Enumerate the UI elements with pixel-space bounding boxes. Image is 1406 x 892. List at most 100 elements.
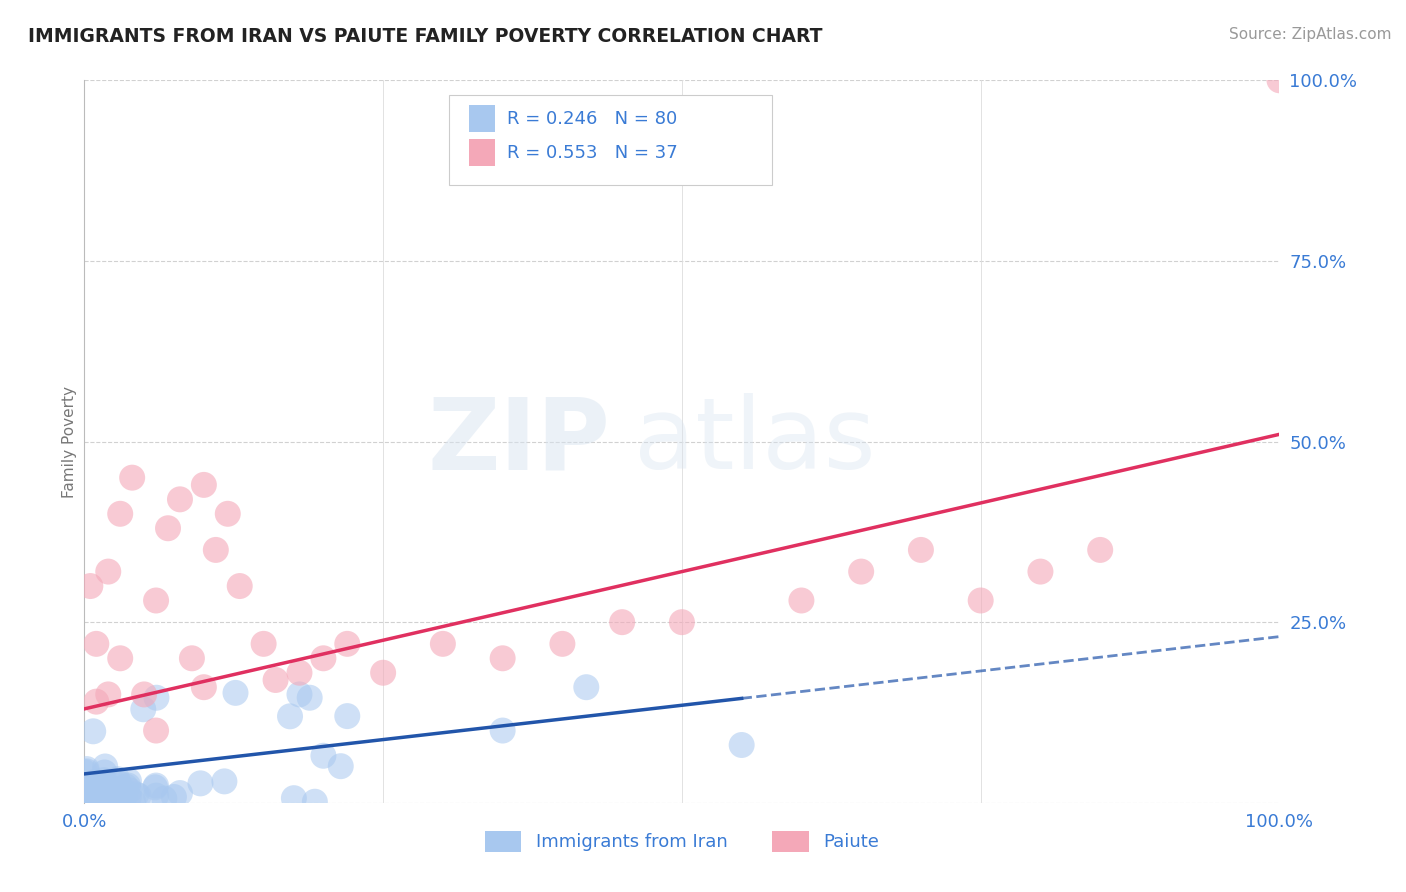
Point: [82, 724, 104, 739]
Point: [79, 796, 101, 810]
Point: [575, 680, 598, 694]
Point: [612, 615, 634, 630]
Point: [278, 709, 301, 723]
Point: [145, 789, 167, 803]
Point: [128, 789, 150, 803]
Point: [89, 777, 111, 791]
Text: atlas: atlas: [634, 393, 876, 490]
Point: [118, 789, 141, 804]
Y-axis label: Family Poverty: Family Poverty: [62, 385, 77, 498]
Point: [329, 759, 352, 773]
Point: [169, 786, 191, 800]
Point: [83, 784, 105, 798]
Point: [114, 789, 136, 804]
Point: [336, 637, 359, 651]
Point: [86, 791, 108, 805]
Point: [98, 794, 121, 808]
Point: [110, 507, 132, 521]
Point: [205, 542, 228, 557]
Point: [288, 665, 311, 680]
Point: [86, 695, 108, 709]
Point: [288, 687, 311, 701]
Point: [181, 651, 204, 665]
Text: R = 0.553   N = 37: R = 0.553 N = 37: [508, 144, 678, 161]
Point: [121, 470, 143, 484]
Point: [91, 795, 114, 809]
Point: [73, 764, 96, 779]
Point: [84, 782, 107, 797]
Point: [75, 789, 97, 803]
Point: [214, 774, 236, 789]
Point: [87, 792, 110, 806]
Point: [110, 651, 132, 665]
Text: IMMIGRANTS FROM IRAN VS PAIUTE FAMILY POVERTY CORRELATION CHART: IMMIGRANTS FROM IRAN VS PAIUTE FAMILY PO…: [28, 27, 823, 45]
Point: [94, 789, 117, 803]
Point: [97, 687, 120, 701]
Point: [492, 651, 515, 665]
Point: [492, 723, 515, 738]
Point: [83, 775, 105, 789]
FancyBboxPatch shape: [470, 139, 495, 166]
Point: [671, 615, 693, 630]
FancyBboxPatch shape: [449, 95, 772, 185]
Point: [432, 637, 454, 651]
Point: [118, 773, 141, 788]
Point: [76, 764, 98, 779]
Point: [80, 778, 103, 792]
Point: [336, 709, 359, 723]
Point: [101, 794, 124, 808]
Point: [264, 673, 287, 687]
Point: [153, 791, 176, 805]
Point: [83, 781, 105, 796]
Point: [373, 665, 395, 680]
Point: [117, 779, 139, 793]
Point: [910, 542, 932, 557]
Point: [87, 792, 110, 806]
Point: [312, 748, 335, 763]
Point: [80, 794, 103, 808]
Point: [298, 690, 321, 705]
Point: [94, 759, 117, 773]
Point: [79, 579, 101, 593]
Point: [1090, 542, 1112, 557]
Point: [851, 565, 873, 579]
Point: [122, 794, 145, 808]
Point: [143, 780, 166, 795]
Point: [157, 521, 180, 535]
Point: [190, 776, 212, 790]
Point: [312, 651, 335, 665]
Point: [93, 773, 115, 788]
Point: [90, 789, 112, 803]
Point: [105, 772, 128, 786]
Text: ZIP: ZIP: [427, 393, 610, 490]
Point: [283, 791, 305, 805]
Point: [77, 788, 100, 802]
Point: [96, 786, 118, 800]
Point: [76, 762, 98, 776]
Text: Source: ZipAtlas.com: Source: ZipAtlas.com: [1229, 27, 1392, 42]
Point: [790, 593, 813, 607]
Point: [91, 783, 114, 797]
Point: [96, 784, 118, 798]
Point: [169, 492, 191, 507]
Point: [96, 793, 118, 807]
Point: [105, 778, 128, 792]
Point: [75, 792, 97, 806]
Point: [86, 637, 108, 651]
Point: [551, 637, 574, 651]
Point: [145, 593, 167, 607]
Point: [91, 786, 114, 800]
Point: [304, 795, 326, 809]
Point: [125, 788, 148, 802]
Point: [224, 686, 246, 700]
Point: [108, 794, 131, 808]
Point: [193, 478, 215, 492]
Point: [229, 579, 252, 593]
Point: [87, 789, 110, 804]
Point: [87, 795, 110, 809]
Point: [103, 788, 125, 802]
Point: [107, 776, 129, 790]
Point: [97, 780, 120, 794]
Point: [118, 783, 141, 797]
Point: [132, 702, 155, 716]
